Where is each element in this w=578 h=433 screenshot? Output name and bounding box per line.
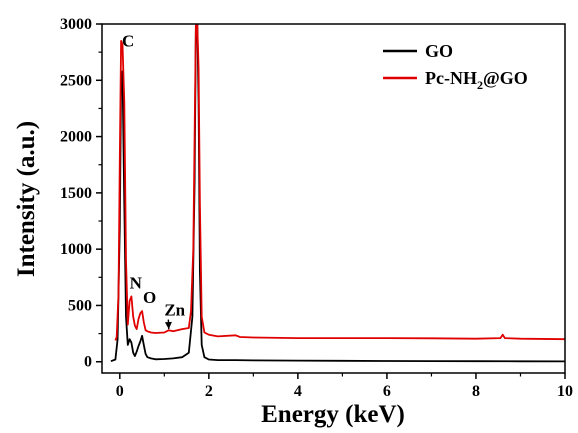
legend: GO Pc-NH2@GO <box>383 41 528 92</box>
y-tick-label: 1000 <box>60 241 92 258</box>
x-tick-label: 10 <box>557 383 573 400</box>
legend-label-go: GO <box>425 41 453 61</box>
peak-arrowhead-zn <box>164 321 172 330</box>
y-tick-label: 1500 <box>60 185 92 202</box>
peak-label-o: O <box>143 288 156 307</box>
y-tick-label: 2000 <box>60 129 92 146</box>
x-tick-label: 8 <box>472 383 480 400</box>
legend-label-pc-nh2-go: Pc-NH2@GO <box>425 68 528 92</box>
tick-layer: 0 2 4 6 8 10 0 500 1000 1500 2000 2500 3000 <box>60 16 573 400</box>
peak-label-c: C <box>122 32 134 51</box>
y-tick-label: 500 <box>68 297 92 314</box>
x-tick-label: 2 <box>205 383 213 400</box>
x-tick-label: 0 <box>116 383 124 400</box>
y-tick-label: 3000 <box>60 16 92 33</box>
series-line-pc-nh2-go <box>114 24 565 341</box>
plot-frame <box>101 23 566 374</box>
y-tick-label: 2500 <box>60 72 92 89</box>
y-axis-title: Intensity (a.u.) <box>13 121 40 277</box>
peak-label-zn: Zn <box>164 301 185 320</box>
series-line-go <box>110 24 565 363</box>
annotation-layer: C NO Zn <box>122 32 186 330</box>
x-tick-label: 4 <box>294 383 302 400</box>
series-layer <box>110 24 565 363</box>
peak-label-n: N <box>130 274 143 293</box>
y-tick-label: 0 <box>84 354 92 371</box>
x-axis-title: Energy (keV) <box>261 401 405 428</box>
x-tick-label: 6 <box>383 383 391 400</box>
